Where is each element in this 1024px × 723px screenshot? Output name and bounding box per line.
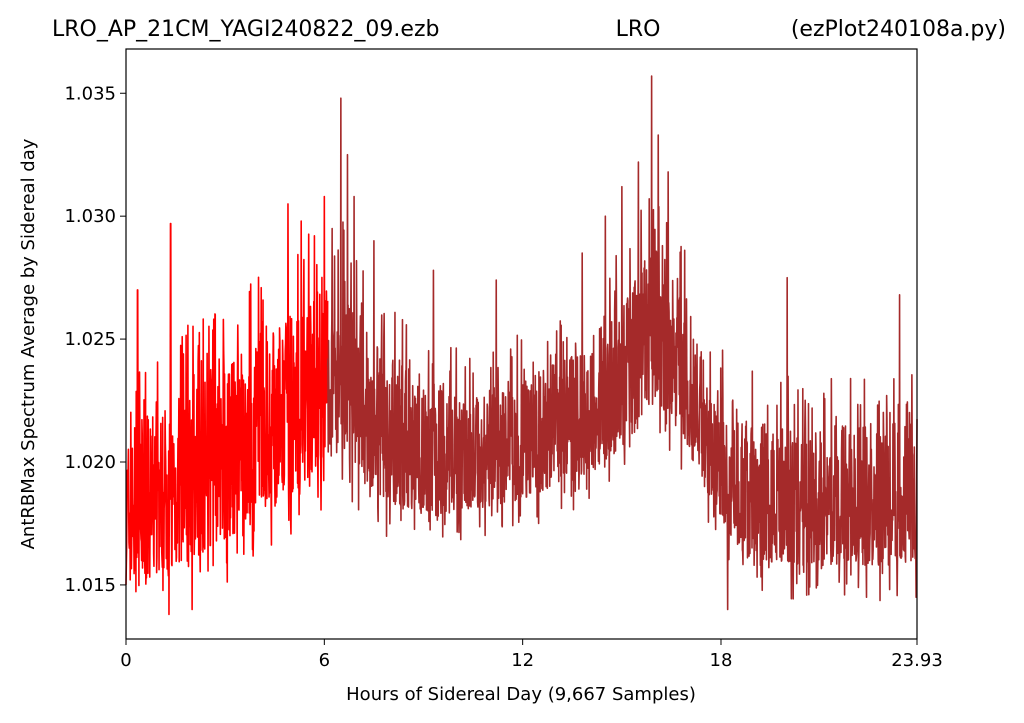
script-title: (ezPlot240108a.py) [791,17,1006,42]
x-tick-label: 6 [319,650,330,671]
y-tick-label: 1.020 [64,452,116,473]
y-tick-label: 1.025 [64,329,116,350]
file-title: LRO_AP_21CM_YAGI240822_09.ezb [52,17,439,42]
x-tick-label: 18 [710,650,733,671]
x-tick-label: 0 [120,650,131,671]
site-title: LRO [616,17,661,42]
x-axis-label: Hours of Sidereal Day (9,667 Samples) [346,684,696,705]
plot-frame [125,48,918,640]
x-tick-label: 12 [511,650,534,671]
y-axis: 1.015 1.020 1.025 1.030 1.035 [64,83,126,596]
data-lines [125,75,918,616]
y-tick-label: 1.035 [64,83,116,104]
y-tick-label: 1.015 [64,575,116,596]
series-line-1 [125,195,329,616]
y-axis-label: AntRBMax Spectrum Average by Sidereal da… [18,138,39,549]
series-line-2 [326,75,918,611]
y-tick-label: 1.030 [64,206,116,227]
x-tick-label: 23.93 [891,650,943,671]
x-axis: 0 6 12 18 23.93 [120,639,943,671]
